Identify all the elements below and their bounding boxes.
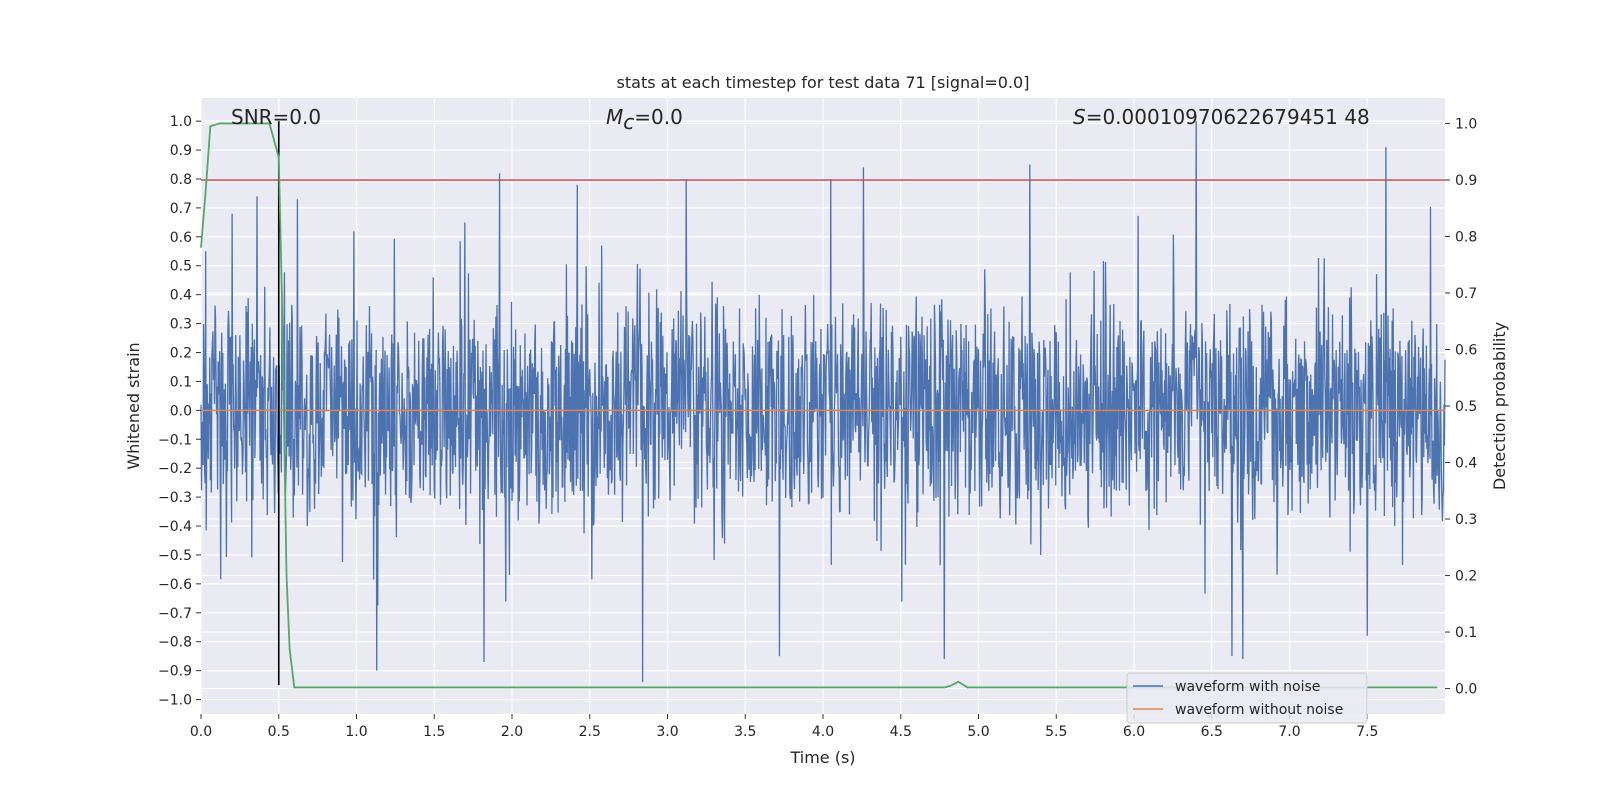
x-tick-label: 2.0	[501, 724, 523, 740]
y-right-tick-label: 0.2	[1455, 569, 1477, 585]
legend-box	[1126, 672, 1368, 724]
x-tick-label: 4.5	[890, 724, 912, 740]
annotation-mc-value: =0.0	[634, 105, 683, 129]
x-tick-label: 2.5	[579, 724, 601, 740]
annotation-s-value: =0.00010970622679451 48	[1086, 105, 1370, 129]
x-tick-label: 6.5	[1201, 724, 1223, 740]
y-left-tick-label: 0.4	[170, 288, 192, 304]
y-right-tick-label: 0.5	[1455, 399, 1477, 415]
legend: waveform with noise waveform without noi…	[1126, 672, 1368, 724]
y-right-tick-label: 0.1	[1455, 625, 1477, 641]
y-right-tick-label: 0.3	[1455, 512, 1477, 528]
x-tick-label: 1.0	[345, 724, 367, 740]
legend-label-noise: waveform with noise	[1175, 679, 1320, 695]
y-left-tick-label: −0.5	[158, 548, 192, 564]
y-right-tick-label: 0.4	[1455, 456, 1477, 472]
y-left-tick-label: −0.9	[158, 664, 192, 680]
x-tick-label: 5.5	[1045, 724, 1067, 740]
y-left-tick-label: 0.9	[170, 143, 192, 159]
y-right-tick-label: 0.6	[1455, 342, 1477, 358]
x-tick-label: 4.0	[812, 724, 834, 740]
y-left-tick-label: −0.4	[158, 519, 192, 535]
y-axis-label-right: Detection probability	[1490, 322, 1509, 490]
x-tick-label: 5.0	[967, 724, 989, 740]
x-axis-label: Time (s)	[789, 748, 855, 767]
annotation-snr: SNR=0.0	[231, 105, 321, 129]
y-left-tick-label: 0.7	[170, 201, 192, 217]
x-tick-label: 1.5	[423, 724, 445, 740]
y-left-tick-label: −0.8	[158, 635, 192, 651]
y-left-tick-label: 0.6	[170, 230, 192, 246]
ticks-layer: 0.0 0.5 1.0 1.5 2.0 2.5 3.0 3.5 4.0 4.5 5.0 5.5 6.0 6…	[158, 114, 1477, 740]
x-tick-label: 0.0	[190, 724, 212, 740]
y-axis-label-left: Whitened strain	[124, 342, 143, 469]
x-tick-label: 6.0	[1123, 724, 1145, 740]
y-right-tick-label: 0.7	[1455, 286, 1477, 302]
annotation-s: S=0.00010970622679451 48	[1073, 105, 1370, 129]
waveform-with-noise-series	[200, 121, 1446, 683]
lines-layer	[200, 121, 1445, 689]
annotation-mc: Mc=0.0	[606, 105, 683, 134]
y-left-tick-label: −1.0	[158, 693, 192, 709]
legend-label-clean: waveform without noise	[1175, 702, 1343, 718]
annotation-s-symbol: S	[1073, 105, 1086, 129]
y-left-tick-label: −0.7	[158, 606, 192, 622]
waveform-with-noise-line	[200, 121, 1446, 683]
y-right-tick-label: 0.0	[1455, 682, 1477, 698]
y-left-tick-label: 0.8	[170, 172, 192, 188]
y-left-tick-label: 0.5	[170, 259, 192, 275]
annotation-mc-sub: c	[623, 110, 634, 134]
x-tick-label: 3.5	[734, 724, 756, 740]
x-tick-label: 3.0	[656, 724, 678, 740]
y-left-tick-label: 0.2	[170, 345, 192, 361]
y-left-tick-label: 0.0	[170, 403, 192, 419]
y-right-tick-label: 1.0	[1455, 116, 1477, 132]
y-left-tick-label: −0.6	[158, 577, 192, 593]
y-left-tick-label: −0.1	[158, 432, 192, 448]
detection-probability-line	[200, 122, 1438, 689]
y-left-tick-label: 1.0	[170, 114, 192, 130]
y-left-tick-label: −0.2	[158, 461, 192, 477]
x-tick-label: 0.5	[268, 724, 290, 740]
y-left-tick-label: 0.1	[170, 374, 192, 390]
y-left-tick-label: 0.3	[170, 317, 192, 333]
y-right-tick-label: 0.9	[1455, 173, 1477, 189]
x-tick-label: 7.0	[1278, 724, 1300, 740]
annotation-mc-symbol: M	[606, 105, 623, 129]
x-tick-label: 7.5	[1356, 724, 1378, 740]
chart-title: stats at each timestep for test data 71 …	[617, 73, 1030, 92]
y-left-tick-label: −0.3	[158, 490, 192, 506]
y-right-tick-label: 0.8	[1455, 229, 1477, 245]
